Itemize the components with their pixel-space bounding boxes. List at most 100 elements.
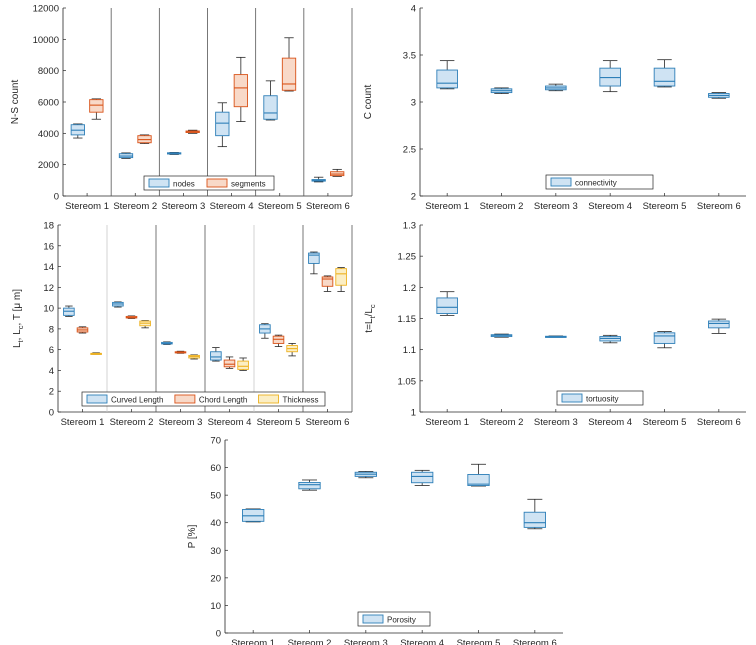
box-iqr — [653, 332, 676, 344]
legend: Porosity — [357, 611, 431, 627]
y-tick-label: 2.5 — [403, 145, 416, 156]
x-tick-label: Stereom 5 — [258, 201, 302, 212]
box-iqr — [523, 511, 546, 528]
x-tick-label: Stereom 4 — [208, 417, 252, 428]
y-tick-label: 1.3 — [403, 221, 416, 232]
legend-swatch — [561, 393, 583, 403]
box-thickness — [335, 267, 347, 292]
y-axis-label-subscript: t — [16, 339, 25, 342]
y-tick-label: 4 — [49, 366, 54, 377]
x-tick-label: Stereom 6 — [697, 201, 741, 212]
y-tick-label: 14 — [43, 262, 54, 273]
box-curved-length — [161, 341, 173, 345]
box-porosity — [242, 508, 265, 523]
y-tick-label: 10 — [43, 304, 54, 315]
box-tortuosity — [653, 331, 676, 349]
y-axis-label: N-S count — [10, 80, 21, 125]
box-iqr — [653, 67, 676, 87]
box-iqr — [210, 351, 222, 361]
y-tick-label: 10 — [210, 601, 221, 612]
legend-swatch — [258, 394, 279, 404]
box-porosity — [523, 498, 546, 530]
box-tortuosity — [490, 333, 513, 338]
box-iqr — [411, 471, 434, 484]
x-tick-label: Stereom 1 — [425, 417, 469, 428]
box-iqr — [436, 69, 458, 89]
box-segments — [233, 56, 248, 122]
box-tortuosity — [599, 334, 621, 344]
y-tick-label: 1 — [411, 408, 416, 419]
box-chord-length — [76, 326, 89, 334]
box-thickness — [90, 352, 102, 355]
box-segments — [185, 129, 200, 134]
x-tick-label: Stereom 3 — [534, 201, 578, 212]
box-segments — [281, 37, 297, 92]
x-tick-label: Stereom 1 — [425, 201, 469, 212]
x-tick-label: Stereom 5 — [643, 417, 687, 428]
y-tick-label: 1.05 — [398, 376, 417, 387]
x-tick-label: Stereom 3 — [159, 417, 203, 428]
box-iqr — [436, 297, 458, 314]
y-axis-label-subscript: c — [368, 304, 377, 308]
x-tick-label: Stereom 2 — [110, 417, 154, 428]
y-axis-label: t=Lt/Lc — [364, 304, 377, 333]
box-thickness — [237, 357, 249, 371]
box-connectivity — [708, 92, 730, 99]
box-nodes — [311, 176, 326, 183]
y-tick-label: 1.1 — [403, 345, 416, 356]
panel-connectivity: 2 2.5 3 3.5 4 Stereom 1 Stereom 2 Stereom 3 Ster… — [363, 4, 746, 212]
box-porosity — [411, 469, 434, 486]
y-axis-label-part: t=L — [364, 318, 375, 333]
panel-lengths: 0 2 4 6 8 10 12 14 16 18 Stereom 1 Stereom 2 Stereom… — [12, 221, 353, 428]
legend-label: nodes — [173, 180, 195, 189]
box-tortuosity — [436, 291, 458, 316]
x-tick-label: Stereom 5 — [257, 417, 301, 428]
x-tick-label: Stereom 4 — [210, 201, 254, 212]
x-tick-label: Stereom 5 — [643, 201, 687, 212]
y-tick-label: 10000 — [33, 35, 59, 46]
legend-label: tortuosity — [586, 395, 618, 404]
box-curved-length — [112, 301, 124, 308]
y-axis-label-subscript: c — [16, 325, 25, 329]
box-thickness — [286, 343, 298, 357]
y-axis-label-subscript: t — [368, 316, 377, 319]
box-porosity — [298, 479, 321, 491]
box-segments — [330, 168, 345, 177]
y-tick-label: 3 — [411, 98, 416, 109]
box-thickness — [188, 354, 200, 360]
box-connectivity — [490, 87, 513, 94]
y-tick-label: 16 — [43, 241, 54, 252]
y-tick-label: 1.2 — [403, 283, 416, 294]
y-tick-label: 12000 — [33, 4, 59, 15]
panel-porosity: 0 10 20 30 40 50 60 70 Stereom 1 Stereom 2 Stereom… — [187, 436, 563, 645]
box-chord-length — [174, 350, 187, 354]
y-tick-label: 6 — [49, 345, 54, 356]
legend: tortuosity — [556, 390, 644, 406]
x-tick-label: Stereom 6 — [697, 417, 741, 428]
x-tick-label: Stereom 2 — [113, 201, 157, 212]
x-tick-label: Stereom 1 — [65, 201, 109, 212]
y-axis-label: Lt, Lc, T [μ m] — [12, 289, 25, 348]
y-tick-label: 2000 — [38, 160, 59, 171]
y-tick-label: 2 — [411, 192, 416, 203]
box-iqr — [321, 276, 334, 287]
x-tick-label: Stereom 3 — [534, 417, 578, 428]
y-axis-label-part: /L — [364, 308, 375, 317]
y-tick-label: 4000 — [38, 129, 59, 140]
box-tortuosity — [708, 318, 730, 334]
x-tick-label: Stereom 5 — [457, 638, 501, 645]
legend-label: segments — [231, 180, 266, 189]
y-tick-label: 60 — [210, 463, 221, 474]
box-nodes — [215, 102, 230, 148]
box-iqr — [223, 359, 236, 368]
legend-label: Chord Length — [199, 396, 247, 405]
x-tick-label: Stereom 2 — [480, 417, 524, 428]
y-tick-label: 0 — [54, 192, 59, 203]
box-tortuosity — [545, 335, 567, 338]
panel-tortuosity: 1 1.05 1.1 1.15 1.2 1.25 1.3 Stereom 1 Stereom 2… — [364, 221, 746, 428]
box-iqr — [298, 482, 321, 490]
box-connectivity — [653, 59, 676, 88]
legend: nodes segments — [143, 175, 275, 191]
y-tick-label: 20 — [210, 573, 221, 584]
